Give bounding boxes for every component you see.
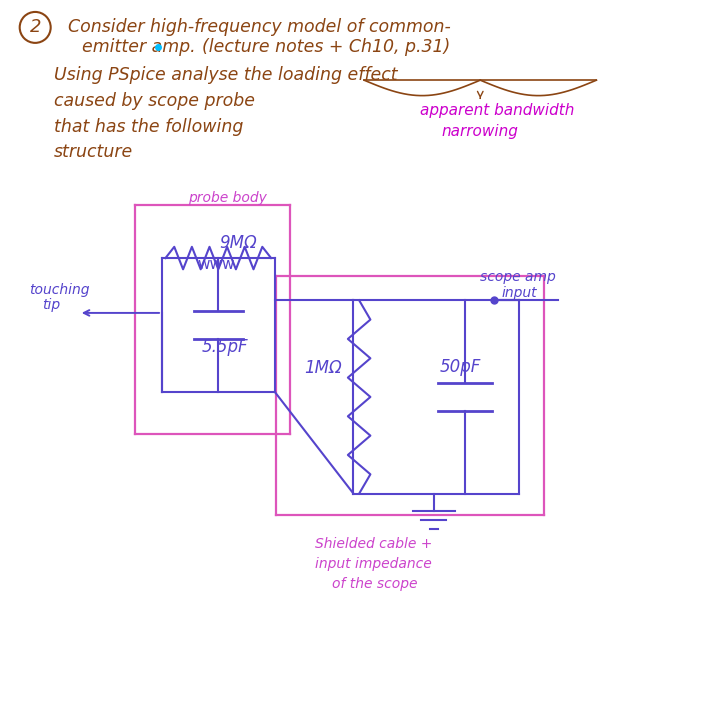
Text: 5.5pF: 5.5pF xyxy=(202,338,249,357)
Text: input: input xyxy=(501,286,537,300)
Text: 9MΩ: 9MΩ xyxy=(220,234,257,251)
Text: touching: touching xyxy=(30,282,90,297)
Text: emitter amp.: emitter amp. xyxy=(83,38,196,56)
Text: of the scope: of the scope xyxy=(332,577,418,591)
Text: input impedance: input impedance xyxy=(315,557,431,571)
Text: www: www xyxy=(197,257,235,272)
Text: structure: structure xyxy=(54,143,134,161)
Text: 2: 2 xyxy=(30,18,41,37)
Text: Using PSpice analyse the loading effect: Using PSpice analyse the loading effect xyxy=(54,66,398,84)
Text: 1MΩ: 1MΩ xyxy=(304,359,342,378)
Text: narrowing: narrowing xyxy=(442,124,518,139)
Text: 50pF: 50pF xyxy=(440,358,481,376)
Text: (lecture notes + Ch10, p.31): (lecture notes + Ch10, p.31) xyxy=(202,38,450,56)
Text: Shielded cable +: Shielded cable + xyxy=(315,537,432,551)
Text: apparent bandwidth: apparent bandwidth xyxy=(421,103,575,118)
Text: tip: tip xyxy=(42,298,60,312)
Text: Consider high-frequency model of common-: Consider high-frequency model of common- xyxy=(69,18,451,37)
Text: that has the following: that has the following xyxy=(54,118,244,136)
Text: scope amp: scope amp xyxy=(480,270,556,284)
Text: caused by scope probe: caused by scope probe xyxy=(54,92,255,110)
Text: probe body: probe body xyxy=(188,191,267,205)
